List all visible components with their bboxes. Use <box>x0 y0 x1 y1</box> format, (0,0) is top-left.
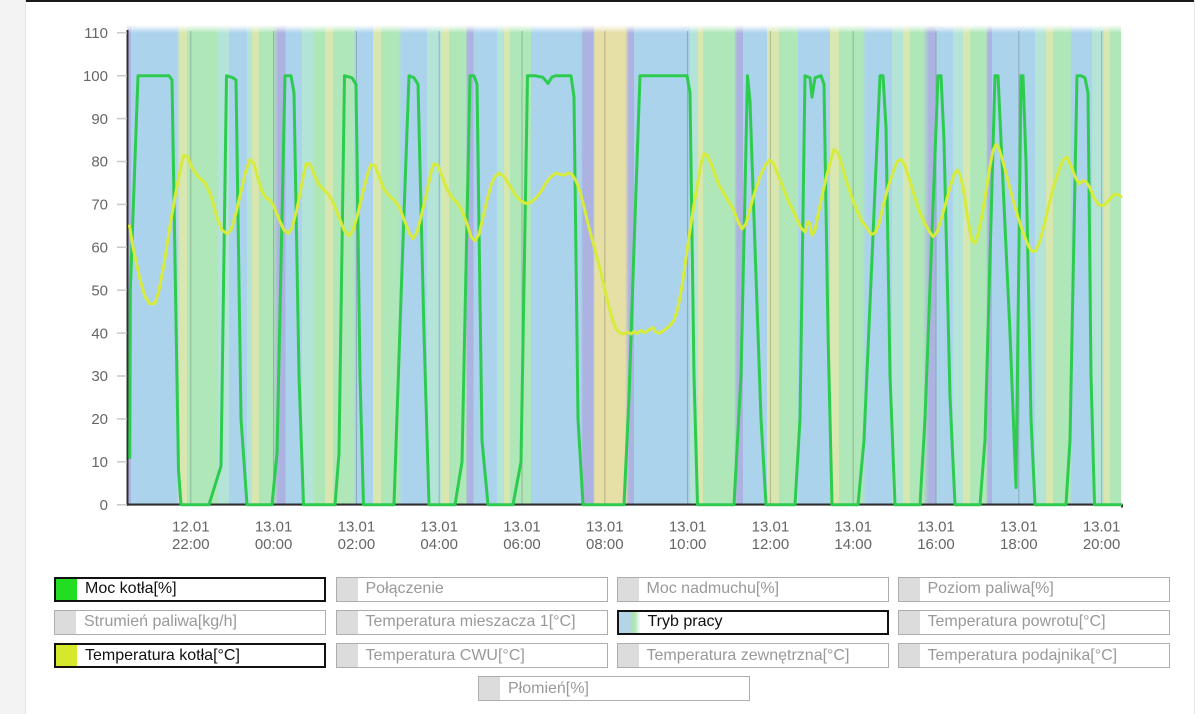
svg-text:22:00: 22:00 <box>172 536 210 553</box>
svg-text:10:00: 10:00 <box>669 536 707 553</box>
svg-text:13.01: 13.01 <box>255 519 293 536</box>
svg-text:13.01: 13.01 <box>586 519 624 536</box>
svg-text:06:00: 06:00 <box>503 536 541 553</box>
svg-text:14:00: 14:00 <box>834 536 872 553</box>
svg-text:110: 110 <box>84 25 108 42</box>
svg-text:12.01: 12.01 <box>172 519 210 536</box>
svg-text:13.01: 13.01 <box>917 519 955 536</box>
svg-text:80: 80 <box>91 154 108 171</box>
svg-text:12:00: 12:00 <box>752 536 790 553</box>
svg-text:20: 20 <box>91 411 108 428</box>
svg-text:00:00: 00:00 <box>255 536 293 553</box>
svg-text:60: 60 <box>91 240 108 257</box>
svg-text:04:00: 04:00 <box>420 536 458 553</box>
svg-text:70: 70 <box>91 197 108 214</box>
svg-text:18:00: 18:00 <box>1000 536 1038 553</box>
svg-text:100: 100 <box>83 68 108 85</box>
svg-text:08:00: 08:00 <box>586 536 624 553</box>
svg-text:13.01: 13.01 <box>834 519 872 536</box>
svg-text:02:00: 02:00 <box>338 536 376 553</box>
svg-text:13.01: 13.01 <box>338 519 376 536</box>
svg-text:30: 30 <box>91 368 108 385</box>
svg-text:13.01: 13.01 <box>752 519 790 536</box>
svg-text:13.01: 13.01 <box>503 519 541 536</box>
svg-text:0: 0 <box>100 497 108 514</box>
svg-text:13.01: 13.01 <box>1083 519 1121 536</box>
svg-text:10: 10 <box>91 454 108 471</box>
svg-text:20:00: 20:00 <box>1083 536 1121 553</box>
svg-text:16:00: 16:00 <box>917 536 955 553</box>
svg-text:50: 50 <box>91 282 108 299</box>
svg-text:13.01: 13.01 <box>1000 519 1038 536</box>
svg-text:13.01: 13.01 <box>420 519 458 536</box>
svg-text:40: 40 <box>91 325 108 342</box>
svg-text:90: 90 <box>91 111 108 128</box>
svg-text:13.01: 13.01 <box>669 519 707 536</box>
